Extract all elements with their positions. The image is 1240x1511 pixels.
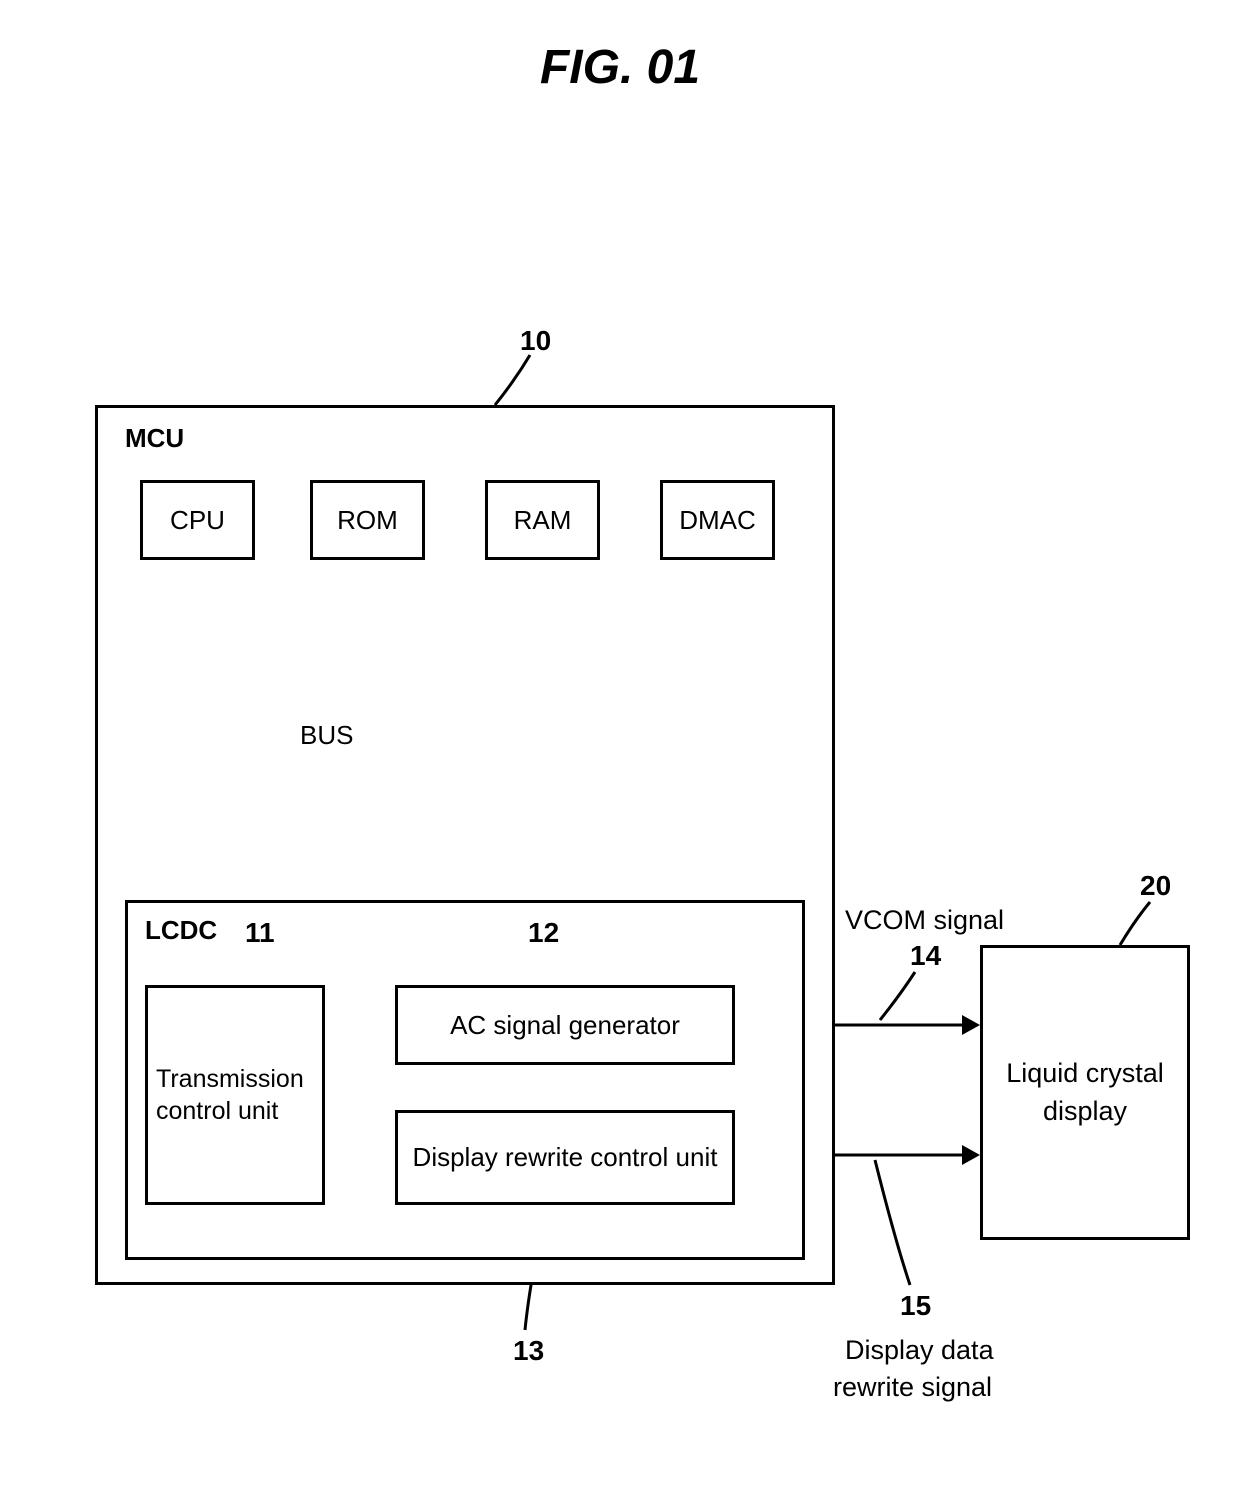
vcom-label: VCOM signal	[845, 905, 1004, 936]
dmac-box: DMAC	[660, 480, 775, 560]
ram-box: RAM	[485, 480, 600, 560]
mcu-label: MCU	[125, 423, 184, 454]
lcd-box: Liquid crystal display	[980, 945, 1190, 1240]
rw-label: Display rewrite control unit	[413, 1141, 718, 1175]
lcdc-ac-ref: 12	[528, 917, 559, 949]
dmac-label: DMAC	[679, 505, 756, 536]
rw-ref: 13	[513, 1335, 544, 1367]
lcdc-label: LCDC	[145, 915, 217, 946]
rw-box: Display rewrite control unit	[395, 1110, 735, 1205]
ac-label: AC signal generator	[450, 1010, 680, 1041]
cpu-label: CPU	[170, 505, 225, 536]
lcd-label: Liquid crystal display	[993, 1055, 1177, 1131]
cpu-box: CPU	[140, 480, 255, 560]
vcom-ref: 14	[910, 940, 941, 972]
tx-label: Transmission control unit	[156, 1063, 314, 1128]
rewrite-label2: rewrite signal	[833, 1372, 992, 1403]
mcu-ref: 10	[520, 325, 551, 357]
bus-label: BUS	[300, 720, 353, 751]
rom-box: ROM	[310, 480, 425, 560]
lcd-ref: 20	[1140, 870, 1171, 902]
rewrite-label1: Display data	[845, 1335, 994, 1366]
tx-box: Transmission control unit	[145, 985, 325, 1205]
rom-label: ROM	[337, 505, 398, 536]
ac-box: AC signal generator	[395, 985, 735, 1065]
rewrite-ref: 15	[900, 1290, 931, 1322]
lcdc-tx-ref: 11	[245, 917, 275, 949]
ram-label: RAM	[514, 505, 572, 536]
